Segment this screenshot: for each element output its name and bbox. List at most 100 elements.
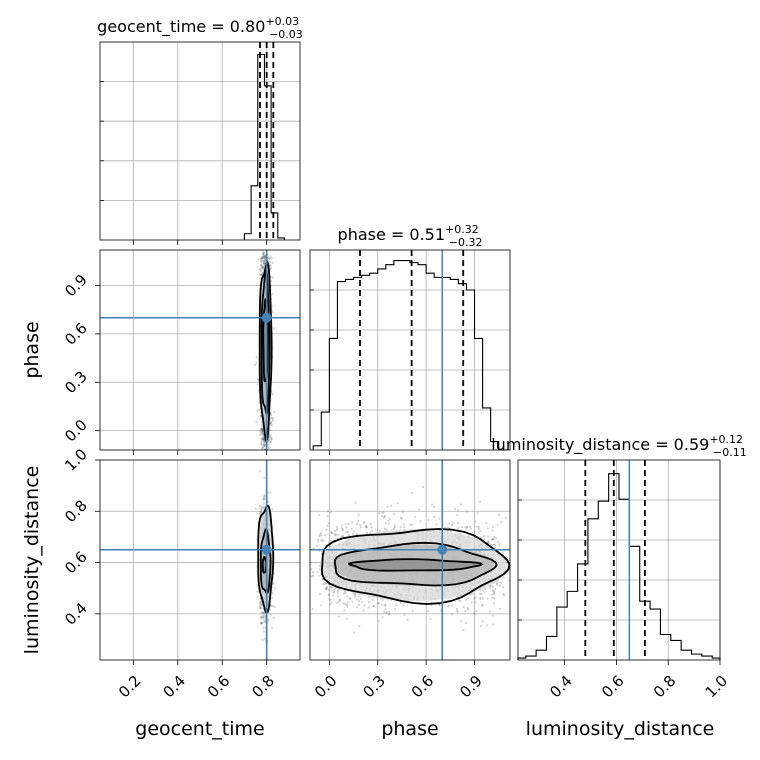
sample-point: [376, 602, 379, 605]
sample-point: [259, 273, 262, 276]
sample-point: [330, 601, 333, 604]
sample-point: [468, 525, 472, 528]
sample-point: [491, 529, 494, 532]
sample-point: [493, 593, 496, 596]
sample-point: [470, 601, 473, 604]
sample-point: [263, 498, 266, 501]
sample-point: [459, 503, 463, 506]
tick-label-phase-x-2: 0.6: [408, 672, 438, 702]
sample-point: [464, 598, 468, 601]
sample-point: [435, 523, 438, 526]
sample-point: [483, 590, 486, 593]
sample-point: [321, 538, 324, 541]
sample-point: [340, 524, 344, 527]
sample-point: [261, 447, 264, 450]
sample-point: [311, 571, 315, 574]
sample-point: [429, 618, 432, 621]
sample-point: [270, 440, 273, 443]
sample-point: [256, 378, 260, 381]
density-region-luminosity_distance_vs_phase-2: [348, 559, 478, 571]
sample-point: [499, 581, 503, 584]
sample-point: [454, 507, 457, 511]
sample-point: [493, 597, 496, 600]
sample-point: [261, 611, 264, 614]
sample-point: [370, 526, 373, 529]
title-value-phase: phase = 0.51: [338, 225, 445, 244]
sample-point: [438, 517, 441, 520]
sample-point: [393, 608, 397, 611]
sample-point: [491, 614, 495, 617]
sample-point: [443, 526, 447, 529]
sample-point: [336, 601, 339, 604]
sample-point: [362, 609, 365, 612]
tick-label-geocent_time-x-3: 0.8: [248, 672, 278, 702]
sample-point: [332, 590, 335, 594]
sample-point: [261, 616, 264, 620]
sample-point: [260, 603, 263, 607]
sample-point: [262, 618, 266, 622]
contour-luminosity_distance_vs_phase-2: [320, 528, 510, 605]
sample-point: [262, 262, 266, 265]
sample-point: [260, 440, 263, 443]
sample-point: [317, 540, 320, 543]
sample-point: [352, 530, 356, 533]
sample-point: [261, 252, 265, 255]
histogram-geocent_time: [243, 53, 285, 240]
y-axis-label-phase: phase: [21, 321, 43, 378]
sample-point: [345, 617, 348, 620]
sample-point: [493, 590, 496, 593]
sample-point: [353, 631, 356, 634]
sample-point: [350, 527, 353, 531]
sample-point: [261, 426, 264, 429]
sample-point: [473, 612, 476, 615]
sample-point: [457, 521, 460, 525]
sample-point: [262, 497, 265, 501]
sample-point: [382, 511, 385, 514]
sample-point: [460, 525, 464, 529]
tick-label-phase-x-1: 0.3: [359, 672, 389, 702]
sample-point: [403, 613, 406, 616]
sample-point: [333, 534, 337, 537]
sample-point: [388, 612, 391, 616]
sample-point: [384, 603, 387, 606]
sample-point: [330, 531, 333, 535]
sample-point: [270, 436, 273, 439]
sample-point: [261, 256, 264, 260]
sample-point: [469, 593, 472, 596]
sample-point: [493, 602, 496, 605]
sample-point: [380, 603, 383, 606]
title-lower-geocent_time: −0.03: [269, 28, 303, 41]
sample-point: [438, 603, 441, 606]
sample-point: [479, 597, 482, 600]
sample-point: [258, 504, 261, 507]
sample-point: [387, 522, 391, 525]
density-luminosity_distance_vs_geocent_time: [100, 460, 300, 660]
tick-label-luminosity_distance-y-0: 0.4: [61, 599, 91, 629]
sample-point: [342, 602, 345, 605]
sample-point: [261, 255, 265, 259]
sample-point: [324, 534, 327, 537]
sample-point: [479, 529, 482, 532]
sample-point: [260, 622, 263, 625]
sample-point: [320, 534, 323, 537]
sample-point: [343, 592, 346, 595]
sample-point: [491, 538, 494, 541]
sample-point: [346, 530, 349, 534]
sample-point: [263, 495, 266, 498]
truth-point-luminosity_distance_vs_phase: [437, 544, 448, 555]
sample-point: [259, 416, 262, 419]
sample-point: [270, 416, 273, 419]
sample-point: [409, 523, 412, 527]
sample-point: [262, 433, 265, 436]
sample-point: [491, 585, 494, 588]
sample-point: [326, 509, 330, 513]
sample-point: [317, 574, 320, 577]
sample-point: [263, 257, 266, 260]
sample-point: [491, 623, 494, 626]
sample-point: [496, 524, 499, 527]
sample-point: [262, 251, 266, 254]
sample-point: [256, 383, 259, 386]
sample-point: [490, 538, 493, 541]
sample-point: [474, 596, 478, 599]
sample-point: [258, 433, 262, 436]
